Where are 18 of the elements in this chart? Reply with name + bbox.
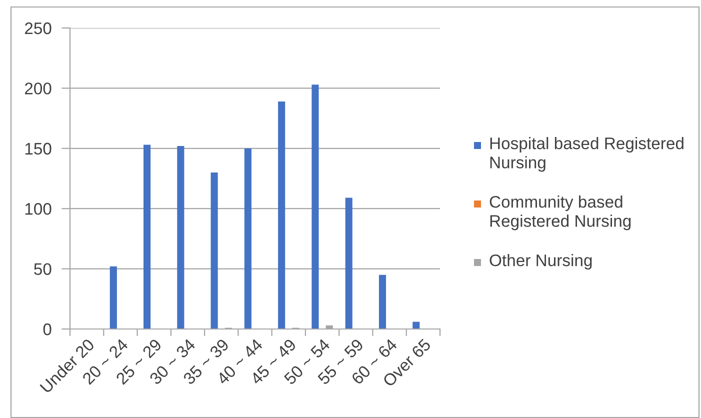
bar (244, 148, 252, 329)
y-tick-label: 250 (24, 22, 52, 34)
legend-label: Other Nursing (490, 254, 592, 270)
bar (345, 198, 352, 329)
bar (378, 274, 386, 329)
bar (278, 101, 286, 329)
bar (177, 146, 184, 329)
y-tick-label: 100 (25, 203, 52, 215)
y-tick-label: 200 (24, 82, 52, 94)
bar (110, 266, 117, 329)
legend-label: Community based Registered Nursing (490, 196, 631, 230)
bar (312, 84, 319, 329)
y-tick-label: 0 (43, 323, 52, 336)
y-tick-label: 150 (25, 142, 52, 155)
bar (143, 144, 151, 329)
legend-label: Hospital based Registered Nursing (490, 137, 684, 172)
bar (210, 172, 218, 329)
y-tick-label: 50 (34, 263, 52, 276)
